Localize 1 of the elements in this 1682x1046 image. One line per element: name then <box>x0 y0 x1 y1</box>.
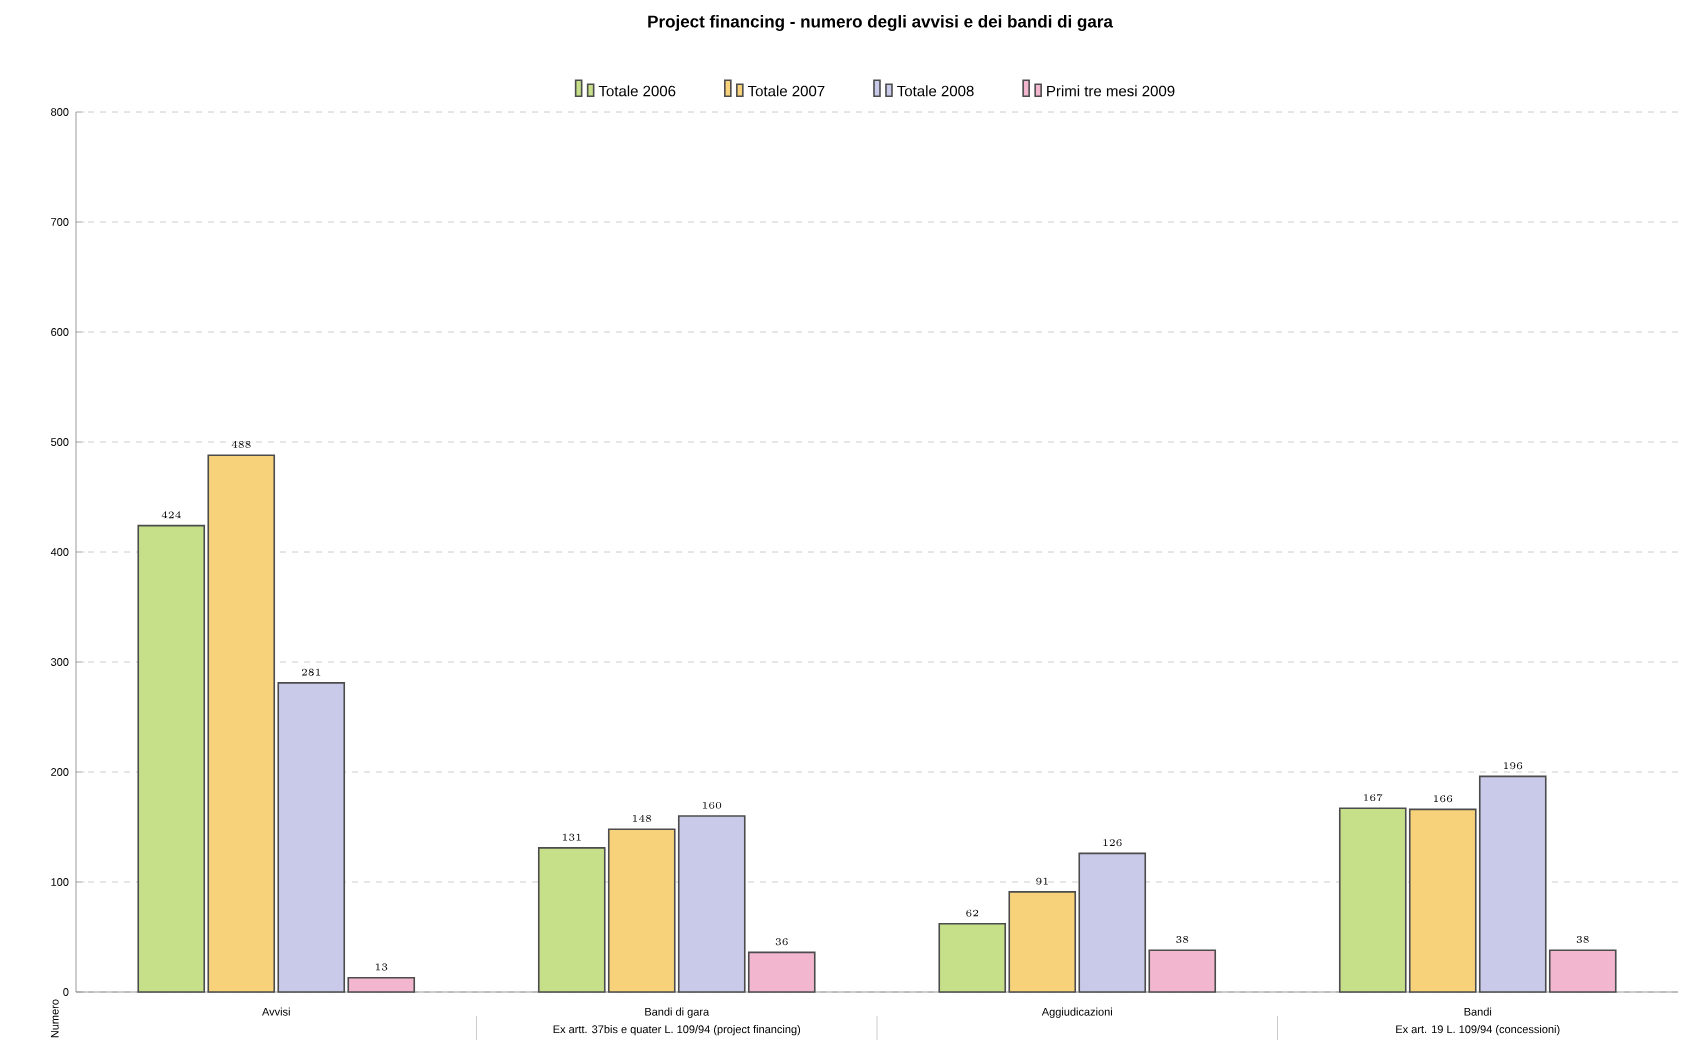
chart-title: Project financing - numero degli avvisi e dei bandi di gara <box>648 15 1113 31</box>
